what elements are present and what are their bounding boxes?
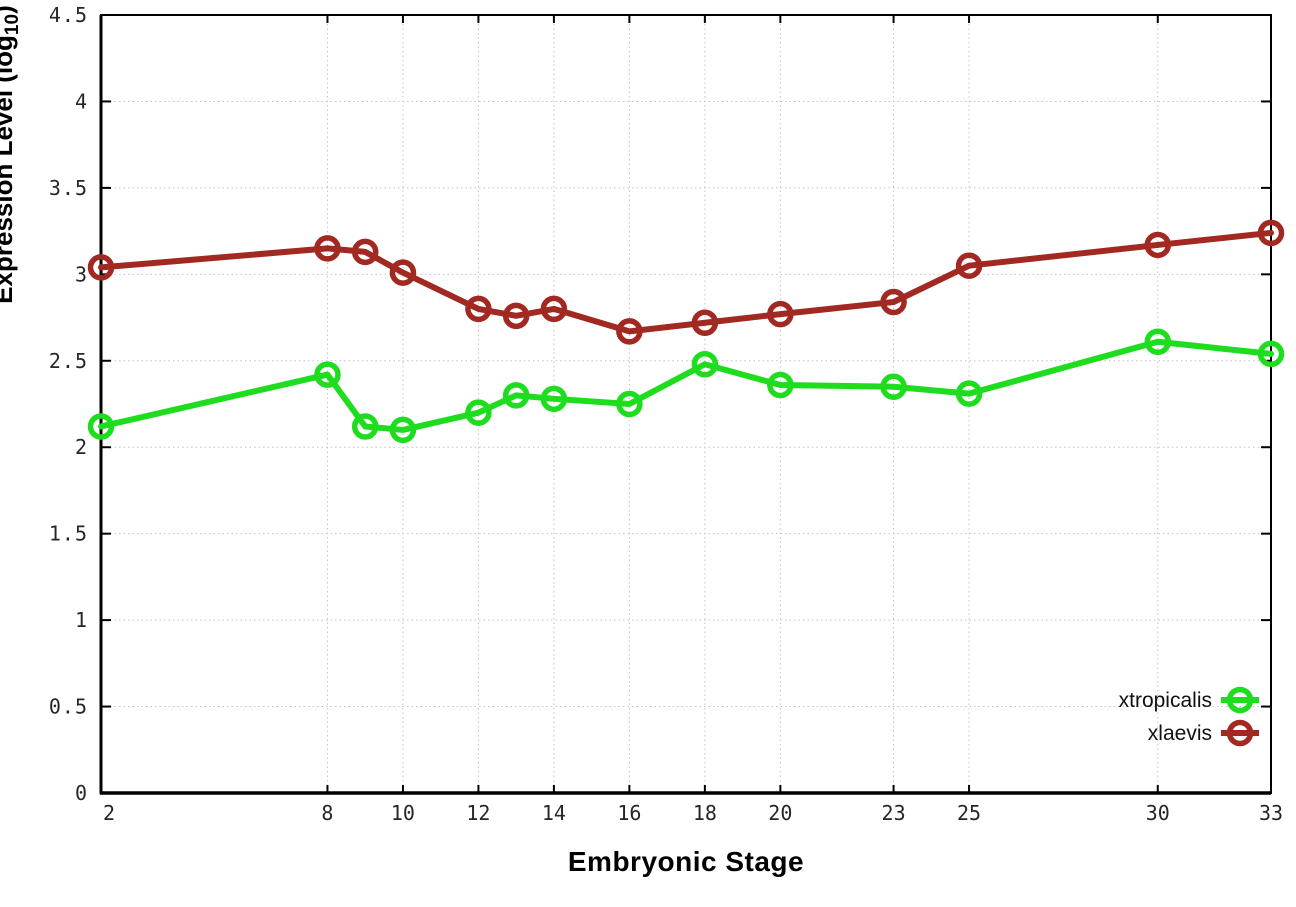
y-tick-label: 4.5 (49, 3, 88, 27)
y-tick-label: 0 (75, 781, 88, 805)
x-tick-label: 33 (1259, 801, 1283, 825)
y-axis-title-close: ) (0, 5, 18, 14)
data-point-xtropicalis-stage-2 (87, 413, 115, 440)
data-point-xtropicalis-stage-10 (389, 416, 417, 444)
data-point-xlaevis-stage-18 (691, 309, 719, 336)
data-point-xlaevis-stage-12 (465, 295, 492, 323)
x-tick-label: 18 (693, 801, 717, 825)
plot-border (100, 14, 1272, 794)
data-point-xtropicalis-stage-23 (880, 373, 907, 400)
x-tick-label: 2 (103, 801, 115, 825)
data-point-xtropicalis-stage-16 (616, 390, 643, 418)
data-point-xlaevis-stage-13 (502, 302, 530, 330)
x-tick-label: 25 (957, 801, 981, 825)
legend-label-xtropicalis: xtropicalis (1119, 689, 1212, 712)
y-tick-label: 1.5 (49, 522, 88, 546)
data-point-xlaevis-stage-23 (880, 288, 907, 316)
data-point-xlaevis-stage-33 (1257, 219, 1285, 247)
data-point-xlaevis-stage-10 (389, 259, 417, 286)
data-point-xlaevis-stage-14 (540, 295, 568, 323)
data-point-xlaevis-stage-16 (616, 318, 643, 345)
x-tick-label: 30 (1146, 801, 1170, 825)
y-tick-label: 3 (75, 262, 88, 286)
y-axis-title-subscript: 10 (2, 13, 24, 36)
x-tick-label: 20 (768, 801, 792, 825)
x-tick-label: 14 (542, 801, 566, 825)
data-point-xtropicalis-stage-30 (1144, 328, 1172, 356)
y-tick-label: 4 (75, 89, 88, 113)
data-point-xlaevis-stage-9 (351, 238, 379, 266)
data-point-xlaevis-stage-30 (1144, 231, 1172, 259)
x-tick-label: 16 (617, 801, 641, 825)
x-axis-title: Embryonic Stage (567, 846, 805, 877)
data-point-xlaevis-stage-8 (314, 235, 341, 262)
data-point-xlaevis-stage-25 (955, 252, 983, 279)
legend-marker-xtropicalis (1226, 686, 1254, 714)
data-point-xtropicalis-stage-8 (314, 361, 341, 388)
series-line-xlaevis (98, 229, 1274, 335)
data-point-xtropicalis-stage-33 (1257, 340, 1285, 368)
legend-marker-xlaevis (1226, 719, 1254, 747)
data-point-xlaevis-stage-2 (87, 254, 115, 281)
x-tick-label: 8 (321, 801, 333, 825)
data-point-xtropicalis-stage-14 (540, 385, 568, 413)
y-tick-label: 2 (75, 435, 88, 459)
data-point-xtropicalis-stage-18 (691, 350, 719, 378)
data-point-xlaevis-stage-20 (767, 300, 794, 328)
series-line-xtropicalis (98, 338, 1274, 433)
data-point-xtropicalis-stage-25 (955, 380, 983, 407)
y-tick-label: 1 (75, 608, 88, 632)
data-point-xtropicalis-stage-12 (465, 399, 492, 426)
y-tick-label: 0.5 (49, 695, 88, 719)
data-point-xtropicalis-stage-13 (502, 382, 530, 409)
data-point-xtropicalis-stage-20 (767, 371, 794, 399)
legend-label-xlaevis: xlaevis (1148, 722, 1212, 745)
y-tick-label: 2.5 (49, 349, 88, 373)
x-tick-label: 12 (466, 801, 490, 825)
y-axis-title: Expression Level (log10) (0, 5, 24, 304)
x-tick-label: 23 (882, 801, 906, 825)
y-axis-title-text: Expression Level (log (0, 35, 18, 304)
data-point-xtropicalis-stage-9 (351, 413, 379, 440)
x-tick-label: 10 (391, 801, 415, 825)
y-tick-label: 3.5 (49, 176, 88, 200)
